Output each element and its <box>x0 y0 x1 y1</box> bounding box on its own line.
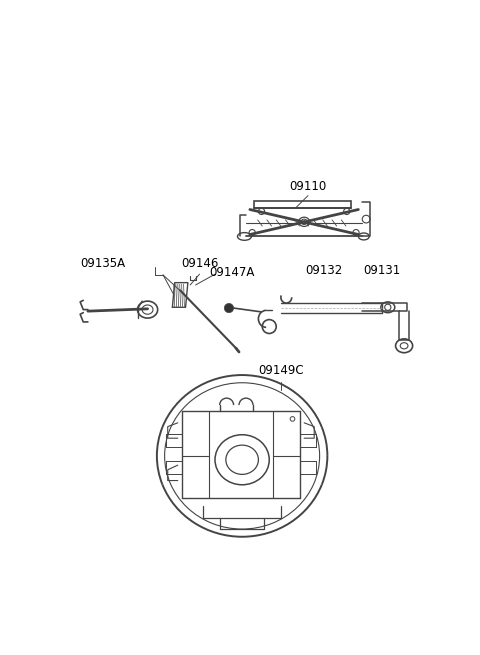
Text: 09135A: 09135A <box>80 257 125 270</box>
Text: 09147A: 09147A <box>209 266 255 279</box>
Text: 09110: 09110 <box>289 179 326 193</box>
Bar <box>254 202 350 208</box>
Text: 09146: 09146 <box>181 257 218 270</box>
Circle shape <box>224 303 234 312</box>
Text: 09132: 09132 <box>305 264 342 277</box>
Text: 09149C: 09149C <box>258 364 304 377</box>
Text: 09131: 09131 <box>363 264 400 277</box>
